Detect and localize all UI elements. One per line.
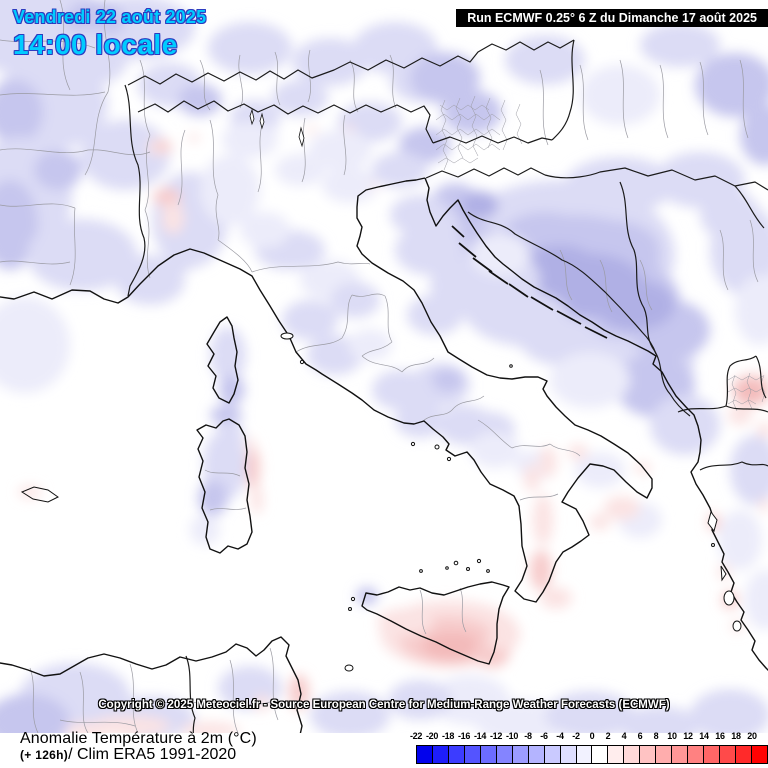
- legend-tick: -6: [540, 731, 548, 741]
- legend-cell: [624, 746, 641, 763]
- legend-cell: [432, 746, 449, 763]
- legend-cell: [688, 746, 705, 763]
- legend-tick: 16: [715, 731, 725, 741]
- legend-cell: [640, 746, 657, 763]
- coastlines: [0, 177, 768, 768]
- legend-tick: -22: [409, 731, 423, 741]
- valid-date: Vendredi 22 août 2025: [13, 7, 207, 27]
- legend-color-bar: [416, 745, 768, 764]
- legend-cell: [480, 746, 497, 763]
- legend-cell: [704, 746, 721, 763]
- valid-time-overlay: Vendredi 22 août 2025 14:00 locale: [13, 7, 206, 61]
- legend-tick-labels: -22 -20 -18 -16 -14 -12 -10 -8 -6 -4 -2 0 2 4 6 8 10 12 14…: [410, 731, 768, 743]
- legend-cell: [560, 746, 577, 763]
- legend-cell: [736, 746, 753, 763]
- legend-cell: [752, 746, 767, 763]
- product-title-block: Anomalie Température à 2m (°C) (+ 126h)/…: [20, 730, 257, 763]
- national-borders: [124, 39, 768, 768]
- legend-tick: -10: [505, 731, 519, 741]
- legend-cell: [528, 746, 545, 763]
- legend-tick: -20: [425, 731, 439, 741]
- product-title: Anomalie Température à 2m (°C): [20, 730, 257, 747]
- product-subtitle: (+ 126h)/ Clim ERA5 1991-2020: [20, 747, 257, 763]
- legend-tick: -4: [556, 731, 564, 741]
- legend-cell: [544, 746, 561, 763]
- admin-boundaries: [0, 0, 766, 734]
- legend-cell: [512, 746, 529, 763]
- legend-tick: 0: [589, 731, 595, 741]
- small-islands: [20, 108, 742, 672]
- legend-tick: 8: [653, 731, 659, 741]
- legend-cell: [576, 746, 593, 763]
- valid-time: 14:00 locale: [13, 29, 178, 60]
- legend-cell: [448, 746, 465, 763]
- copyright-line: Copyright © 2025 Meteociel.fr - Source E…: [98, 699, 670, 711]
- legend-tick: -8: [524, 731, 532, 741]
- legend-cell: [592, 746, 609, 763]
- legend-cell: [720, 746, 737, 763]
- legend-tick: -2: [572, 731, 580, 741]
- legend-cell: [496, 746, 513, 763]
- color-scale-legend: -22 -20 -18 -16 -14 -12 -10 -8 -6 -4 -2 0 2 4 6 8 10 12 14…: [410, 731, 768, 767]
- legend-cell: [608, 746, 625, 763]
- legend-tick: -12: [489, 731, 503, 741]
- legend-tick: -14: [473, 731, 487, 741]
- legend-tick: 12: [683, 731, 693, 741]
- legend-cell: [464, 746, 481, 763]
- legend-tick: 2: [605, 731, 611, 741]
- legend-tick: -16: [457, 731, 471, 741]
- lead-time: (+ 126h): [20, 748, 69, 762]
- legend-tick: 6: [637, 731, 643, 741]
- legend-cell: [417, 746, 433, 763]
- legend-tick: 14: [699, 731, 709, 741]
- legend-cell: [656, 746, 673, 763]
- legend-tick: 20: [747, 731, 757, 741]
- legend-tick: -18: [441, 731, 455, 741]
- legend-tick: 4: [621, 731, 627, 741]
- legend-tick: 18: [731, 731, 741, 741]
- climatology-ref: / Clim ERA5 1991-2020: [68, 746, 237, 763]
- model-run-banner: Run ECMWF 0.25° 6 Z du Dimanche 17 août …: [456, 9, 768, 27]
- legend-cell: [672, 746, 689, 763]
- legend-tick: 10: [667, 731, 677, 741]
